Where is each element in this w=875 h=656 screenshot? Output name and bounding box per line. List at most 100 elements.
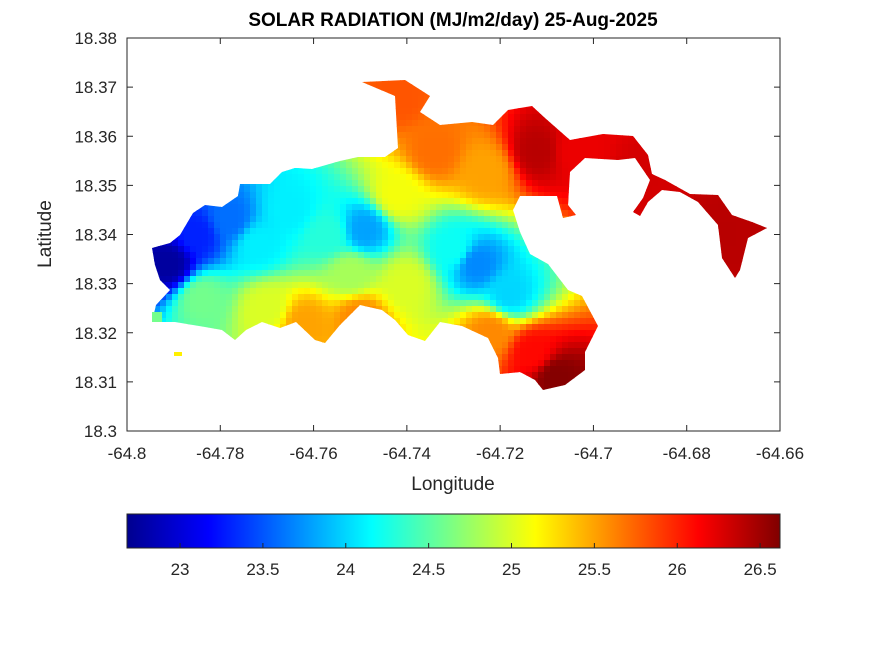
field-cell (466, 276, 473, 283)
field-cell (370, 186, 377, 193)
field-cell (358, 252, 365, 259)
field-cell (694, 198, 701, 205)
field-cell (520, 108, 527, 115)
field-cell (406, 96, 413, 103)
field-cell (454, 258, 461, 265)
field-cell (412, 294, 419, 301)
field-cell (496, 288, 503, 295)
field-cell (436, 282, 443, 289)
field-cell (490, 330, 497, 337)
field-cell (196, 222, 203, 229)
field-cell (544, 324, 551, 331)
field-cell (172, 288, 179, 295)
field-cell (244, 258, 251, 265)
field-cell (274, 186, 281, 193)
field-cell (268, 228, 275, 235)
field-cell (376, 216, 383, 223)
field-cell (274, 198, 281, 205)
field-cell (256, 204, 263, 211)
field-cell (376, 258, 383, 265)
field-cell (412, 192, 419, 199)
field-cell (706, 198, 713, 205)
field-cell (352, 186, 359, 193)
field-cell (268, 216, 275, 223)
field-cell (328, 306, 335, 313)
field-cell (250, 246, 257, 253)
field-cell (478, 270, 485, 277)
field-cell (424, 222, 431, 229)
field-cell (454, 300, 461, 307)
field-cell (430, 156, 437, 163)
field-cell (466, 264, 473, 271)
field-cell (484, 144, 491, 151)
field-cell (310, 204, 317, 211)
field-cell (724, 234, 731, 241)
field-cell (286, 198, 293, 205)
field-cell (418, 210, 425, 217)
field-cell (466, 306, 473, 313)
field-cell (304, 252, 311, 259)
field-cell (502, 306, 509, 313)
field-cell (472, 186, 479, 193)
field-cell (268, 306, 275, 313)
field-cell (256, 246, 263, 253)
field-cell (400, 252, 407, 259)
field-cell (316, 312, 323, 319)
field-cell (496, 144, 503, 151)
field-cell (190, 300, 197, 307)
field-cell (460, 162, 467, 169)
field-cell (574, 360, 581, 367)
field-cell (496, 306, 503, 313)
field-cell (376, 222, 383, 229)
field-cell (502, 186, 509, 193)
field-cell (544, 192, 551, 199)
field-cell (154, 252, 161, 259)
field-cell (322, 216, 329, 223)
field-cell (586, 150, 593, 157)
field-cell (184, 276, 191, 283)
field-cell (316, 174, 323, 181)
field-cell (172, 246, 179, 253)
field-cell (232, 330, 239, 337)
field-cell (322, 324, 329, 331)
field-cell (166, 300, 173, 307)
field-cell (382, 168, 389, 175)
field-cell (460, 204, 467, 211)
field-cell (616, 132, 623, 139)
field-cell (508, 336, 515, 343)
field-cell (496, 222, 503, 229)
field-cell (502, 150, 509, 157)
field-cell (346, 204, 353, 211)
field-cell (214, 240, 221, 247)
field-cell (460, 276, 467, 283)
field-cell (298, 312, 305, 319)
field-cell (220, 324, 227, 331)
field-cell (340, 198, 347, 205)
field-cell (400, 84, 407, 91)
field-cell (724, 228, 731, 235)
field-cell (238, 300, 245, 307)
field-cell (220, 204, 227, 211)
field-cell (316, 216, 323, 223)
field-cell (490, 210, 497, 217)
field-cell (520, 168, 527, 175)
field-cell (556, 150, 563, 157)
field-cell (382, 192, 389, 199)
field-cell (496, 156, 503, 163)
field-cell (280, 288, 287, 295)
field-cell (328, 168, 335, 175)
field-cell (250, 294, 257, 301)
field-cell (268, 240, 275, 247)
field-cell (508, 108, 515, 115)
field-cell (556, 198, 563, 205)
field-cell (688, 192, 695, 199)
field-cell (394, 318, 401, 325)
field-cell (262, 246, 269, 253)
field-cell (616, 150, 623, 157)
field-cell (508, 252, 515, 259)
field-cell (442, 144, 449, 151)
field-cell (346, 180, 353, 187)
field-cell (406, 318, 413, 325)
field-cell (442, 192, 449, 199)
field-cell (328, 318, 335, 325)
